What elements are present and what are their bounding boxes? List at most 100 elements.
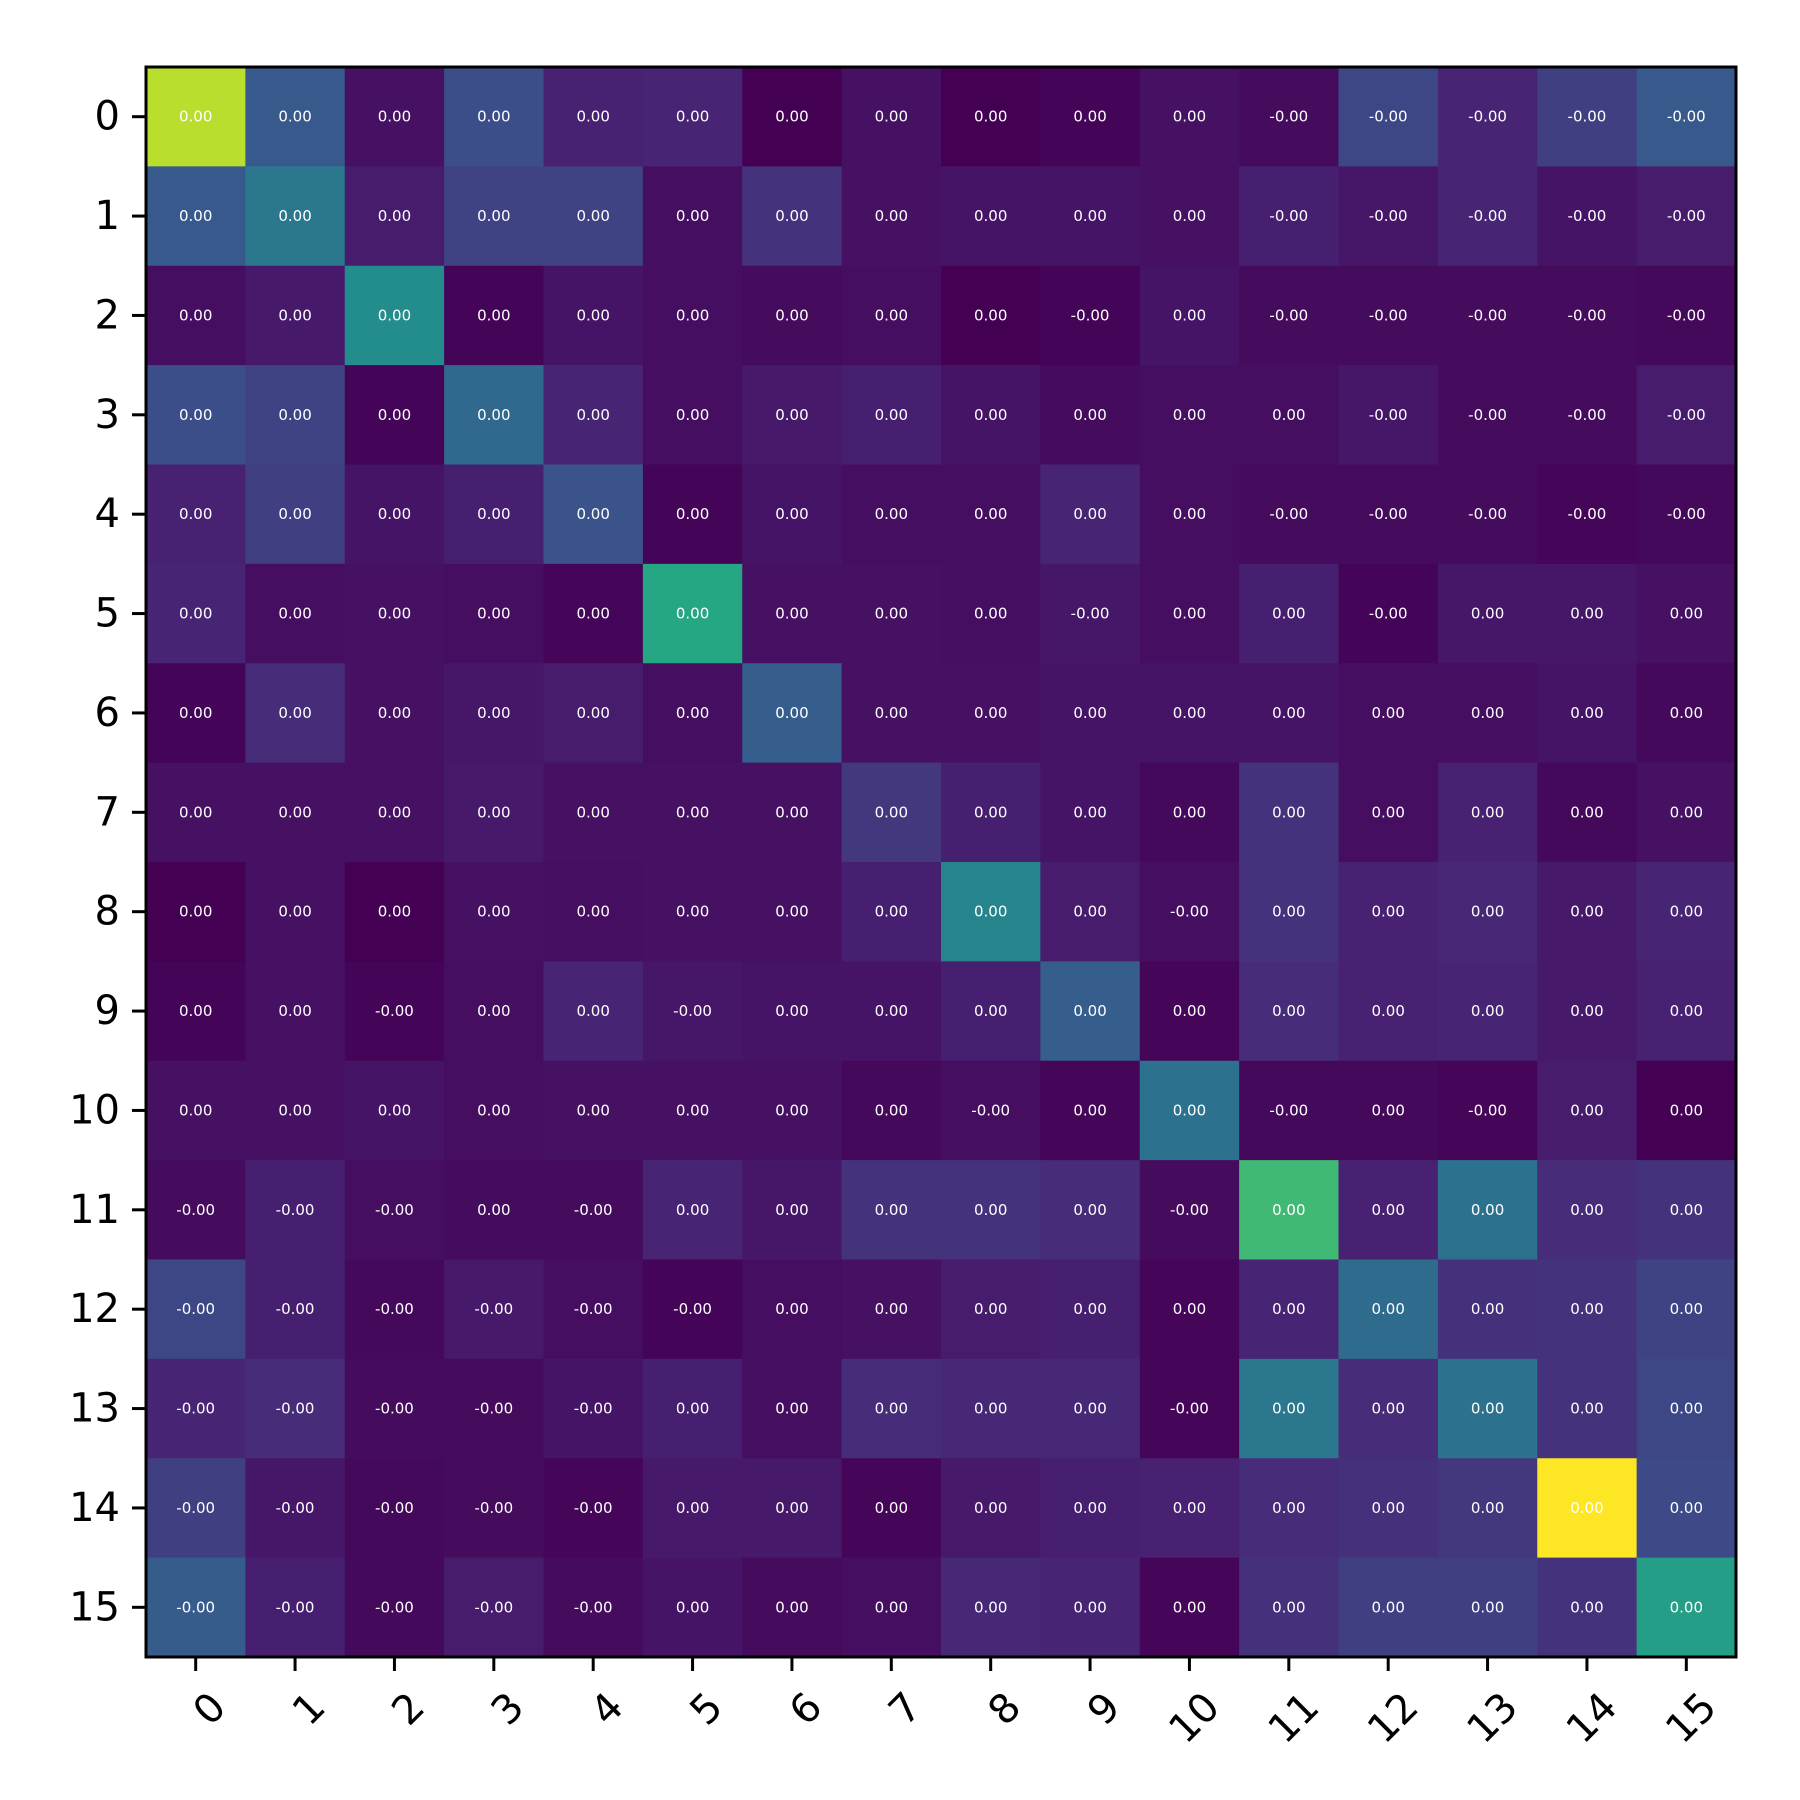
heatmap-cell: [146, 663, 246, 764]
heatmap-cell: [1239, 663, 1339, 764]
cell-value-label: 0.00: [1173, 1300, 1206, 1318]
heatmap-cell: [1437, 365, 1538, 465]
heatmap-cell: [543, 563, 644, 664]
heatmap-cell: [1537, 1557, 1638, 1658]
heatmap-cell: [1437, 1060, 1538, 1161]
cell-value-label: 0.00: [676, 605, 709, 623]
heatmap-cell: [1636, 1259, 1737, 1360]
cell-value-label: 0.00: [1471, 704, 1504, 722]
cell-value-label: 0.00: [775, 1598, 808, 1616]
cell-value-label: -0.00: [1369, 406, 1408, 424]
cell-value-label: 0.00: [1670, 1499, 1703, 1517]
cell-value-label: 0.00: [1173, 1002, 1206, 1020]
cell-value-label: 0.00: [1670, 1002, 1703, 1020]
cell-value-label: -0.00: [1269, 207, 1308, 225]
cell-value-label: 0.00: [1471, 1300, 1504, 1318]
heatmap-cell: [642, 67, 743, 167]
cell-value-label: 0.00: [1173, 505, 1206, 523]
heatmap-cell: [1338, 1060, 1439, 1161]
plot-frame: [144, 65, 1738, 1659]
cell-value-label: -0.00: [375, 1499, 414, 1517]
y-tick-label: 3: [95, 392, 120, 438]
heatmap-cell: [146, 762, 246, 863]
cell-value-label: 0.00: [1471, 1499, 1504, 1517]
heatmap-cell: [146, 365, 246, 465]
cell-value-label: 0.00: [875, 1002, 908, 1020]
cell-value-label: 0.00: [1371, 1300, 1404, 1318]
heatmap-cell: [444, 365, 544, 465]
y-tick-label: 2: [95, 292, 120, 338]
heatmap-cell: [344, 563, 445, 664]
heatmap-cell: [1139, 1060, 1240, 1161]
heatmap-cell: [146, 862, 246, 962]
cell-value-label: 0.00: [676, 207, 709, 225]
heatmap-cell: [245, 663, 346, 764]
heatmap-cell: [344, 1458, 445, 1559]
cell-value-label: 0.00: [1173, 108, 1206, 126]
cell-value-label: 0.00: [875, 505, 908, 523]
cell-value-label: 0.00: [576, 207, 609, 225]
heatmap-cell: [1338, 862, 1439, 962]
cell-value-label: 0.00: [1073, 207, 1106, 225]
heatmap-cell: [941, 1358, 1041, 1459]
y-tick-label: 5: [95, 591, 120, 637]
cell-value-label: -0.00: [375, 1300, 414, 1318]
heatmap-cell: [642, 365, 743, 465]
cell-value-label: 0.00: [775, 207, 808, 225]
cell-value-label: -0.00: [375, 1002, 414, 1020]
heatmap-cell: [245, 762, 346, 863]
cell-value-label: 0.00: [1670, 803, 1703, 821]
cell-value-label: 0.00: [1570, 1400, 1603, 1418]
x-tick-label: 5: [681, 1684, 732, 1735]
cell-value-label: 0.00: [1073, 1300, 1106, 1318]
heatmap-cell: [344, 663, 445, 764]
heatmap-cell: [146, 166, 246, 267]
heatmap-cell: [1636, 464, 1737, 565]
x-tick-label: 6: [781, 1684, 832, 1735]
heatmap-cell: [543, 464, 644, 565]
cell-value-label: -0.00: [574, 1598, 613, 1616]
cell-value-label: 0.00: [974, 1598, 1007, 1616]
cell-value-label: -0.00: [1468, 505, 1507, 523]
heatmap-cell: [1437, 862, 1538, 962]
x-tick-label: 3: [483, 1684, 534, 1735]
x-tick-label: 14: [1558, 1684, 1627, 1753]
heatmap-cell: [1139, 563, 1240, 664]
heatmap-cell: [742, 1060, 843, 1161]
cell-value-label: 0.00: [1073, 704, 1106, 722]
cell-value-label: 0.00: [576, 306, 609, 324]
heatmap-cell: [941, 464, 1041, 565]
heatmap-cell: [1239, 1259, 1339, 1360]
cell-value-label: -0.00: [276, 1499, 315, 1517]
heatmap-cell: [1338, 563, 1439, 664]
heatmap-cell: [941, 365, 1041, 465]
cell-value-label: 0.00: [1570, 1598, 1603, 1616]
cell-value-label: 0.00: [676, 108, 709, 126]
cell-value-label: 0.00: [676, 1499, 709, 1517]
heatmap-cell: [344, 265, 445, 366]
cell-value-label: 0.00: [179, 605, 212, 623]
heatmap-cell: [444, 1358, 544, 1459]
heatmap-cell: [642, 1259, 743, 1360]
heatmap-cell: [742, 1160, 843, 1260]
heatmap-cell: [444, 67, 544, 167]
cell-value-label: 0.00: [179, 306, 212, 324]
heatmap-cell: [1437, 1160, 1538, 1260]
heatmap-cell: [941, 862, 1041, 962]
cell-value-label: 0.00: [676, 1598, 709, 1616]
x-tick-label: 13: [1458, 1684, 1527, 1753]
heatmap-cell: [444, 1160, 544, 1260]
heatmap-cell: [1338, 1557, 1439, 1658]
cell-value-label: 0.00: [1570, 1201, 1603, 1219]
heatmap-cell: [344, 67, 445, 167]
heatmap-cell-labels: 0.00 0.00 0.00 0.00 0.00 0.00 0.00 0.00 0.00 0.00…: [176, 108, 1705, 1617]
cell-value-label: -0.00: [375, 1400, 414, 1418]
cell-value-label: -0.00: [176, 1300, 215, 1318]
heatmap-cell: [146, 1259, 246, 1360]
cell-value-label: 0.00: [477, 903, 510, 921]
cell-value-label: 0.00: [875, 1300, 908, 1318]
cell-value-label: 0.00: [1073, 1499, 1106, 1517]
cell-value-label: 0.00: [179, 108, 212, 126]
cell-value-label: 0.00: [1272, 605, 1305, 623]
x-tick-label: 7: [880, 1684, 931, 1735]
